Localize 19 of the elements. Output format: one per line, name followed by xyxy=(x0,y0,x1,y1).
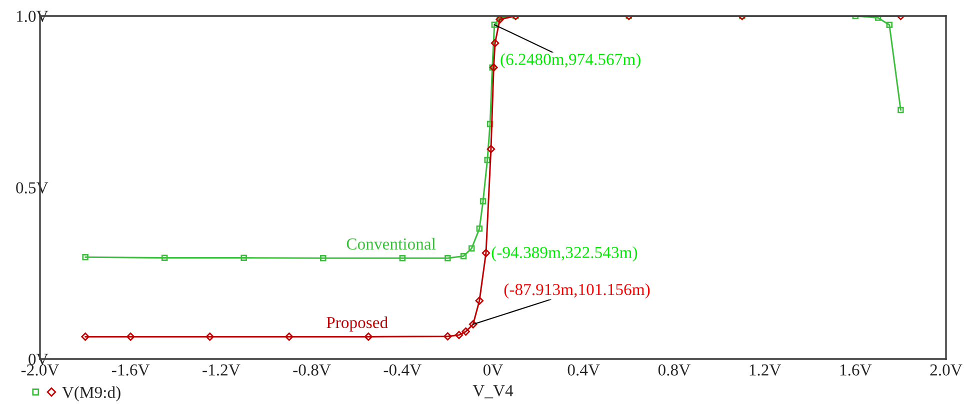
x-tick-label: 0.8V xyxy=(658,364,690,376)
series-label: Proposed xyxy=(326,316,388,332)
x-tick-label: -0.8V xyxy=(293,364,331,376)
x-tick-label: 2.0V xyxy=(930,364,962,376)
x-tick-label: 0.4V xyxy=(568,364,600,376)
x-tick-label: -1.6V xyxy=(112,364,150,376)
x-tick-label: 1.2V xyxy=(750,364,782,376)
x-axis-title: V_V4 xyxy=(472,385,514,398)
series-label: Conventional xyxy=(346,238,436,250)
x-tick-label: -1.2V xyxy=(202,364,240,376)
legend-title: V(M9:d) xyxy=(62,386,120,402)
x-tick-label: -0.4V xyxy=(384,364,422,376)
annotation: (6.2480m,974.567m) xyxy=(500,53,640,68)
annotation: (-87.913m,101.156m) xyxy=(504,283,650,299)
y-tick-label: 1.0V xyxy=(16,10,48,22)
x-tick-label: 1.6V xyxy=(840,364,872,376)
x-tick-label: 0V xyxy=(483,364,503,376)
annotation: (-94.389m,322.543m) xyxy=(492,246,638,262)
x-tick-label: -2.0V xyxy=(21,364,60,376)
